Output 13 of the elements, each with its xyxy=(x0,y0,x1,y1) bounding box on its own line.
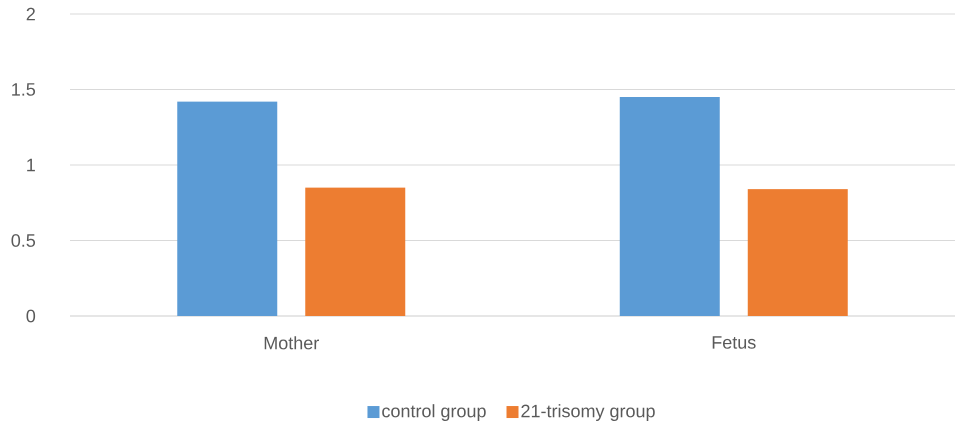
legend-label: 21-trisomy group xyxy=(521,404,655,421)
y-tick-label: 1.5 xyxy=(12,83,36,96)
y-tick-label: 1 xyxy=(27,158,35,172)
x-tick-label: Fetus xyxy=(712,336,756,349)
bar xyxy=(620,97,720,316)
y-tick-label: 2 xyxy=(26,8,35,20)
bar xyxy=(305,188,406,316)
y-tick-label: 0.5 xyxy=(11,234,36,247)
legend-label: control group xyxy=(382,404,486,421)
y-tick-label: 0 xyxy=(26,310,36,322)
bar xyxy=(177,102,278,316)
x-tick-label: Mother xyxy=(264,336,319,350)
bar xyxy=(748,189,848,316)
